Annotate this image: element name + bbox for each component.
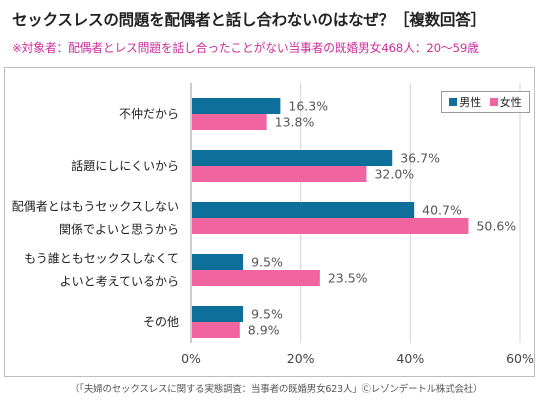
legend-entry-male: 男性 xyxy=(449,94,481,110)
x-tick-label: 40% xyxy=(396,351,424,366)
value-label: 40.7% xyxy=(422,203,462,218)
category-label: 話題にしにくいから xyxy=(71,158,179,173)
chart-subtitle: ※対象者：配偶者とレス問題を話し合ったことがない当事者の既婚男女468人：20～… xyxy=(12,41,479,55)
legend-entry-female: 女性 xyxy=(489,94,522,110)
value-label: 9.5% xyxy=(251,307,283,322)
bar-female xyxy=(192,322,240,338)
category-label: もう誰ともセックスしなくて xyxy=(24,251,179,266)
bar-female xyxy=(192,166,367,182)
category-label: 関係でよいと思うから xyxy=(59,223,179,237)
category-label: 配偶者とはもうセックスしない xyxy=(12,200,179,214)
bar-female xyxy=(192,114,267,130)
value-label: 8.9% xyxy=(248,323,280,338)
bar-female xyxy=(192,218,469,234)
category-label: 不仲だから xyxy=(119,107,179,121)
x-tick-label: 60% xyxy=(506,351,534,366)
bar-male xyxy=(192,306,244,322)
bar-male xyxy=(192,254,244,270)
source-note: （「夫婦のセックスレスに関する実態調査：当事者の既婚男女623人」Ⓒレゾンデート… xyxy=(70,384,483,395)
bar-male xyxy=(192,202,415,218)
value-label: 23.5% xyxy=(328,271,368,286)
category-label: その他 xyxy=(143,315,179,329)
value-label: 9.5% xyxy=(251,255,283,270)
value-label: 50.6% xyxy=(476,219,516,234)
category-label: よいと考えているから xyxy=(60,275,179,289)
chart-title: セックスレスの問題を配偶者と話し合わないのはなぜ？［複数回答］ xyxy=(12,11,486,29)
value-label: 32.0% xyxy=(374,167,414,182)
legend-swatch-female xyxy=(489,98,498,106)
value-label: 13.8% xyxy=(275,115,315,130)
legend-label-male: 男性 xyxy=(459,96,482,109)
chart-legend: 男性 女性 xyxy=(441,91,530,113)
value-label: 36.7% xyxy=(400,151,440,166)
bar-male xyxy=(192,98,281,114)
x-tick-label: 20% xyxy=(287,351,315,366)
bar-female xyxy=(192,270,320,286)
value-label: 16.3% xyxy=(288,99,328,114)
bar-male xyxy=(192,150,393,166)
x-tick-label: 0% xyxy=(181,351,201,366)
legend-label-female: 女性 xyxy=(499,96,522,109)
legend-swatch-male xyxy=(449,98,458,106)
chart-frame xyxy=(4,67,535,377)
